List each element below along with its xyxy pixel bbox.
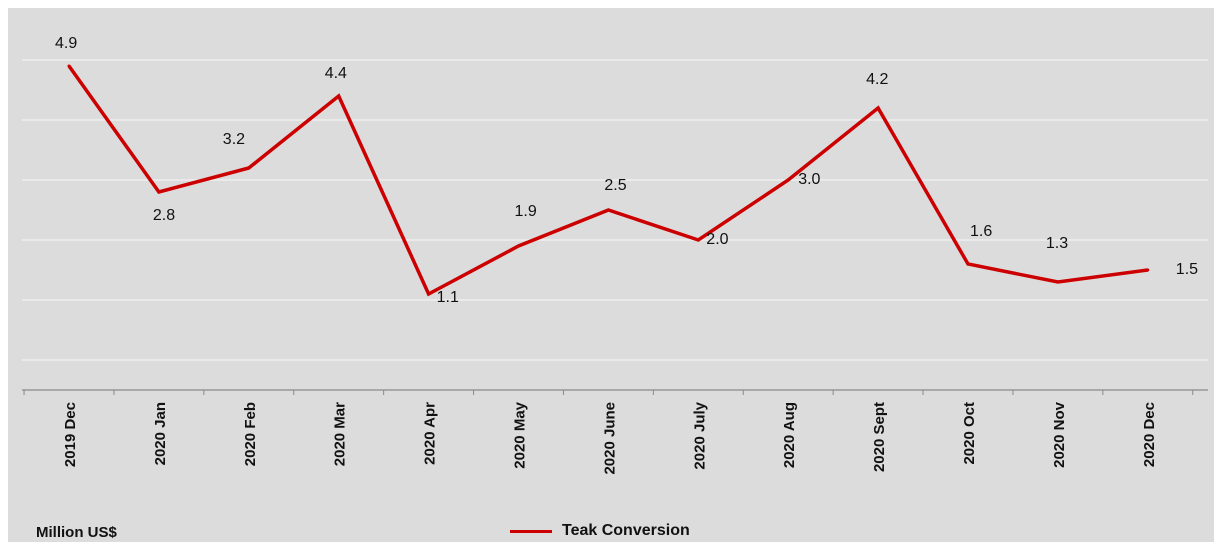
x-tick-label: 2020 Aug: [781, 402, 798, 468]
x-tick-label: 2020 Nov: [1051, 401, 1068, 468]
x-tick-label: 2020 July: [691, 401, 708, 469]
data-point: [696, 238, 700, 242]
line-chart: 4.9 2.8 3.2 4.4 1.1 1.9 2.5 2.0 3.0 4.2 1.6 1.3 1.5 2…: [22, 35, 1208, 475]
chart-area: 4.9 2.8 3.2 4.4 1.1 1.9 2.5 2.0 3.0 4.2 1.6 1.3 1.5 2…: [8, 8, 1214, 542]
data-label: 4.2: [866, 71, 888, 88]
data-point: [1146, 268, 1150, 272]
data-point: [157, 190, 161, 194]
x-tick-label: 2020 Apr: [422, 402, 439, 465]
legend-line-swatch: [510, 529, 552, 533]
x-tick-label: 2020 Oct: [961, 402, 978, 465]
unit-label: Million US$: [36, 524, 117, 541]
data-label: 1.5: [1176, 261, 1198, 278]
data-label: 1.6: [970, 223, 992, 240]
data-label: 3.2: [223, 131, 245, 148]
data-point: [966, 262, 970, 266]
x-tick-label: 2020 May: [512, 401, 529, 468]
legend-label: Teak Conversion: [562, 522, 690, 539]
x-tick-label: 2020 Feb: [242, 402, 259, 466]
x-tick-label: 2020 Dec: [1141, 402, 1158, 467]
x-tick-label: 2020 Sept: [871, 402, 888, 472]
x-tick-label: 2019 Dec: [62, 402, 79, 467]
data-label: 4.9: [55, 35, 77, 52]
data-label: 2.8: [153, 207, 175, 224]
data-point: [606, 208, 610, 212]
data-point: [67, 64, 71, 68]
data-label: 1.1: [437, 289, 459, 306]
x-tick-label: 2020 June: [601, 402, 618, 475]
legend: Teak Conversion: [510, 522, 690, 540]
data-point: [517, 244, 520, 248]
data-label: 4.4: [325, 65, 347, 82]
data-label: 1.3: [1046, 235, 1068, 252]
data-point: [427, 292, 431, 296]
data-point: [786, 178, 790, 182]
x-tick-label: 2020 Mar: [332, 402, 349, 466]
data-point: [876, 106, 880, 110]
data-label: 1.9: [515, 203, 537, 220]
data-point: [1056, 280, 1060, 284]
data-point: [337, 94, 341, 98]
x-tick-label: 2020 Jan: [152, 402, 169, 465]
data-label: 2.5: [604, 177, 626, 194]
data-label: 3.0: [798, 171, 820, 188]
data-label: 2.0: [706, 231, 728, 248]
data-point: [247, 166, 251, 170]
